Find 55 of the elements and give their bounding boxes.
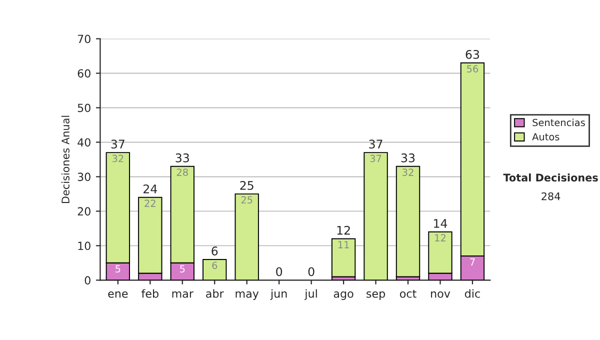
legend-label: Autos [532, 133, 560, 140]
y-tick-label: 70 [78, 34, 90, 44]
x-tick-label: dic [464, 289, 480, 298]
y-tick-label: 0 [84, 276, 90, 285]
x-tick-label: abr [206, 289, 224, 298]
total-label: 0 [276, 267, 282, 276]
x-tick-label: jul [304, 289, 317, 300]
total-label: 0 [308, 267, 314, 276]
x-tick-label: sep [366, 291, 386, 300]
data-label: 28 [176, 168, 188, 176]
data-label: 22 [144, 200, 156, 207]
legend-label: Sentencias [532, 118, 585, 126]
total-label: 37 [111, 140, 124, 149]
x-tick-label: nov [431, 291, 450, 298]
y-tick-label: 60 [78, 69, 90, 78]
total-label: 12 [337, 226, 350, 235]
bar [202, 258, 227, 280]
total-label: 33 [401, 153, 415, 162]
data-label: 6 [212, 262, 218, 270]
x-tick-label: feb [142, 289, 158, 298]
y-tick-label: 20 [78, 207, 90, 216]
x-tick-label: oct [400, 290, 416, 298]
total-label: 25 [240, 181, 254, 190]
x-tick-label: ago [334, 291, 354, 300]
total-label: 33 [176, 153, 189, 162]
text: 284 [542, 192, 560, 200]
data-label: 5 [116, 265, 120, 273]
data-label: 56 [467, 65, 478, 72]
y-tick-label: 10 [78, 242, 90, 250]
y-tick-label: 30 [78, 172, 90, 182]
x-tick-label: mar [172, 291, 194, 298]
total-label: 37 [369, 140, 382, 149]
data-label: 32 [112, 154, 124, 162]
data-label: 37 [370, 154, 382, 162]
data-label: 32 [402, 168, 414, 176]
data-label: 25 [241, 196, 252, 204]
bar [364, 152, 388, 280]
total-label: 6 [212, 246, 218, 256]
y-tick-label: 40 [78, 138, 90, 147]
y-tick-label: 50 [78, 104, 90, 112]
x-tick-label: may [236, 291, 259, 300]
x-tick-label: jun [270, 289, 287, 300]
bar [234, 193, 259, 280]
bar [396, 166, 420, 278]
text: Total Decisiones [503, 173, 598, 182]
data-label: 5 [180, 265, 185, 273]
bar [331, 238, 356, 278]
data-label: 12 [435, 234, 446, 242]
total-label: 14 [434, 219, 448, 228]
total-label: 24 [144, 184, 158, 194]
y-axis-title: Decisiones Anual [61, 116, 70, 203]
data-label: 7 [470, 258, 475, 266]
data-label: 11 [338, 241, 349, 248]
x-tick-label: ene [108, 291, 128, 298]
total-label: 63 [466, 50, 480, 59]
